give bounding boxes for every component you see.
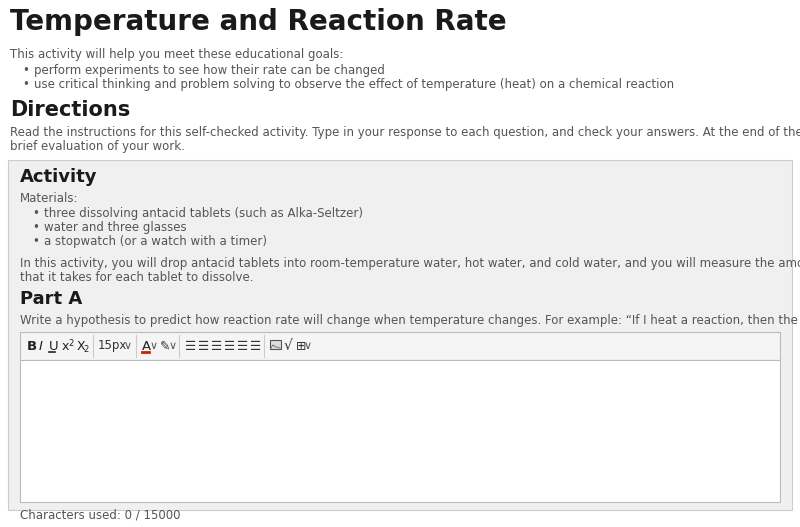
Text: ∨: ∨: [169, 341, 177, 351]
Text: Activity: Activity: [20, 168, 98, 186]
Text: ⊞: ⊞: [296, 339, 306, 353]
Text: Part A: Part A: [20, 290, 82, 308]
Text: a stopwatch (or a watch with a timer): a stopwatch (or a watch with a timer): [44, 235, 267, 248]
Text: In this activity, you will drop antacid tablets into room-temperature water, hot: In this activity, you will drop antacid …: [20, 257, 800, 270]
Bar: [20, 332, 780, 360]
Text: Directions: Directions: [10, 100, 130, 120]
Text: Temperature and Reaction Rate: Temperature and Reaction Rate: [10, 8, 506, 36]
Text: •: •: [32, 207, 39, 220]
Text: •: •: [22, 78, 29, 91]
Text: water and three glasses: water and three glasses: [44, 221, 186, 234]
Text: X: X: [77, 339, 86, 353]
Bar: [270, 340, 281, 349]
Text: 2: 2: [68, 338, 74, 347]
Text: •: •: [22, 64, 29, 77]
Text: three dissolving antacid tablets (such as Alka-Seltzer): three dissolving antacid tablets (such a…: [44, 207, 363, 220]
Text: ☰: ☰: [211, 339, 222, 353]
Text: A: A: [142, 339, 151, 353]
Text: use critical thinking and problem solving to observe the effect of temperature (: use critical thinking and problem solvin…: [34, 78, 674, 91]
Text: •: •: [32, 235, 39, 248]
Text: perform experiments to see how their rate can be changed: perform experiments to see how their rat…: [34, 64, 385, 77]
Bar: [20, 360, 780, 502]
Text: x: x: [62, 340, 70, 354]
Text: ☰: ☰: [237, 339, 248, 353]
Text: ☰: ☰: [250, 339, 262, 353]
Text: B: B: [27, 339, 37, 353]
Text: •: •: [32, 221, 39, 234]
Text: Write a hypothesis to predict how reaction rate will change when temperature cha: Write a hypothesis to predict how reacti…: [20, 314, 800, 327]
Text: I: I: [39, 339, 43, 353]
Text: This activity will help you meet these educational goals:: This activity will help you meet these e…: [10, 48, 343, 61]
Text: 2: 2: [83, 346, 88, 355]
Text: Materials:: Materials:: [20, 192, 78, 205]
Text: ☰: ☰: [224, 339, 235, 353]
Text: ☰: ☰: [198, 339, 210, 353]
Text: ✎: ✎: [160, 339, 170, 353]
Text: ☰: ☰: [185, 339, 196, 353]
Text: √: √: [284, 339, 293, 353]
Text: ∨: ∨: [150, 341, 158, 351]
Text: Characters used: 0 / 15000: Characters used: 0 / 15000: [20, 508, 181, 521]
Text: Read the instructions for this self-checked activity. Type in your response to e: Read the instructions for this self-chec…: [10, 126, 800, 139]
Text: brief evaluation of your work.: brief evaluation of your work.: [10, 140, 185, 153]
Text: 15px: 15px: [98, 339, 127, 353]
Bar: [8, 160, 792, 510]
Text: ∨: ∨: [304, 341, 312, 351]
Text: ∨: ∨: [124, 341, 132, 351]
Text: U: U: [49, 339, 58, 353]
Text: that it takes for each tablet to dissolve.: that it takes for each tablet to dissolv…: [20, 271, 254, 284]
